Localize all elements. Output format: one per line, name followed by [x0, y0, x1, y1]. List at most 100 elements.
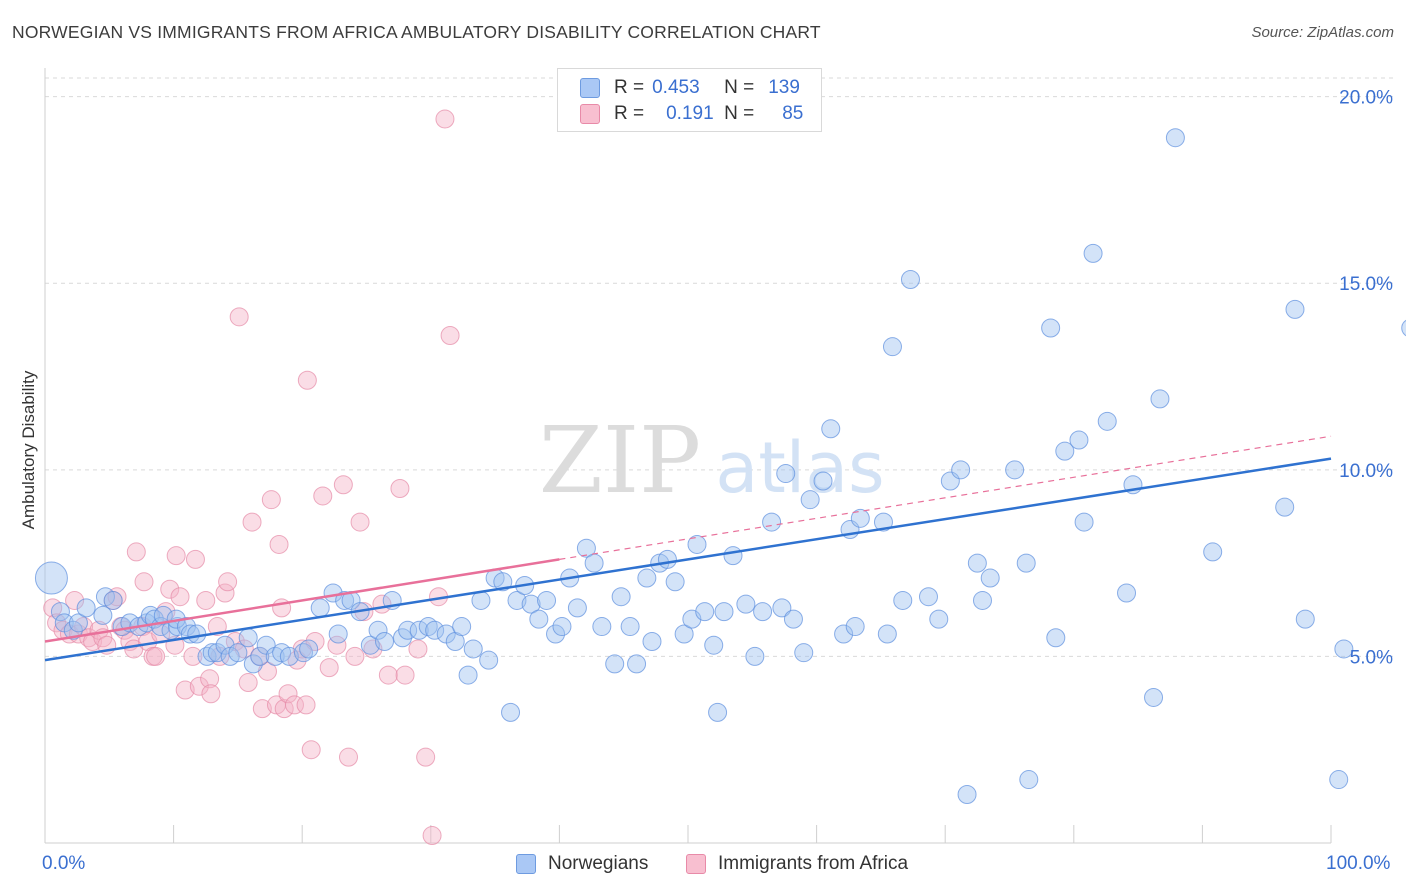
legend-swatch-blue — [580, 78, 600, 98]
norwegian-point — [845, 617, 865, 637]
immigrant-point — [252, 699, 272, 719]
norwegian-point — [279, 646, 299, 666]
legend-item-immigrants[interactable]: Immigrants from Africa — [686, 852, 908, 876]
y-tick-label: 20.0% — [1339, 88, 1393, 109]
norwegian-point — [736, 594, 756, 614]
norwegian-point — [980, 568, 1000, 588]
norwegian-point — [335, 590, 355, 610]
immigrant-point — [201, 684, 221, 704]
immigrants-points — [43, 109, 460, 846]
watermark-atlas: atlas — [715, 427, 884, 509]
norwegian-point — [93, 605, 113, 625]
norwegian-points — [34, 128, 1406, 804]
norwegian-point — [1069, 430, 1089, 450]
norwegian-point — [1041, 318, 1061, 338]
immigrant-point — [435, 109, 455, 129]
r-value: 0.453 — [652, 77, 700, 98]
y-tick-labels: 5.0% 10.0% 15.0% 20.0% — [1339, 88, 1393, 669]
norwegian-point — [723, 546, 743, 566]
norwegian-point — [834, 624, 854, 644]
immigrant-point — [229, 307, 249, 327]
immigrant-point — [146, 646, 166, 666]
norwegian-point — [637, 568, 657, 588]
legend-swatch-blue — [516, 854, 536, 874]
norwegian-point — [50, 602, 70, 622]
norwegian-point — [425, 620, 445, 640]
norwegian-point — [1005, 460, 1025, 480]
norwegian-point — [1203, 542, 1223, 562]
immigrant-point — [242, 512, 262, 532]
immigrant-point — [166, 546, 186, 566]
legend-item-norwegians[interactable]: Norwegians — [516, 852, 648, 876]
legend-swatch-pink — [686, 854, 706, 874]
norwegian-point — [951, 460, 971, 480]
immigrant-point — [296, 695, 316, 715]
r-value: 0.191 — [666, 103, 714, 124]
norwegian-point — [967, 553, 987, 573]
norwegian-point — [328, 624, 348, 644]
norwegian-point — [1074, 512, 1094, 532]
immigrant-point — [183, 646, 203, 666]
norwegian-point — [1016, 553, 1036, 573]
r-label: R = — [614, 77, 645, 98]
norwegian-point — [265, 646, 285, 666]
norwegian-point — [745, 646, 765, 666]
norwegian-point — [1285, 299, 1305, 319]
norwegian-point — [1165, 128, 1185, 148]
norwegian-point — [243, 654, 263, 674]
norwegian-point — [762, 512, 782, 532]
norwegian-point — [813, 471, 833, 491]
norwegian-point — [882, 337, 902, 357]
immigrant-point — [160, 579, 180, 599]
norwegian-point — [507, 590, 527, 610]
norwegian-point — [893, 590, 913, 610]
immigrant-point — [395, 665, 415, 685]
norwegian-point — [546, 624, 566, 644]
norwegian-point — [642, 631, 662, 651]
norwegian-point — [783, 609, 803, 629]
norwegian-point — [1144, 687, 1164, 707]
norwegian-point — [238, 628, 258, 648]
legend-label-norwegians: Norwegians — [548, 853, 649, 874]
norwegian-point — [250, 646, 270, 666]
immigrant-point — [107, 587, 127, 607]
norwegian-point — [584, 553, 604, 573]
norwegian-point — [1295, 609, 1315, 629]
norwegian-point — [458, 665, 478, 685]
norwegian-point — [537, 590, 557, 610]
norwegian-point — [452, 617, 472, 637]
norwegian-point — [605, 654, 625, 674]
norwegian-point — [552, 617, 572, 637]
y-axis-label-wrap: Ambulatory Disability — [14, 300, 44, 600]
immigrant-point — [65, 590, 85, 610]
norwegian-point — [501, 702, 521, 722]
legend-row-immigrants: R = 0.191 N = 85 — [580, 102, 803, 126]
norwegian-point — [360, 635, 380, 655]
norwegian-point — [918, 587, 938, 607]
immigrant-point — [313, 486, 333, 506]
legend-row-norwegians: R = 0.453 N = 139 — [580, 76, 800, 100]
norwegian-point — [68, 613, 88, 633]
immigrant-point — [238, 673, 258, 693]
immigrant-point — [345, 646, 365, 666]
n-value: 139 — [768, 77, 800, 98]
norwegian-point — [1083, 243, 1103, 263]
immigrant-point — [185, 549, 205, 569]
norwegian-point — [776, 464, 796, 484]
norwegian-point — [471, 590, 491, 610]
immigrant-point — [440, 325, 460, 345]
norwegian-point — [753, 602, 773, 622]
norwegian-point — [800, 490, 820, 510]
n-value: 85 — [782, 103, 804, 124]
watermark-zip: ZIP — [539, 407, 701, 514]
immigrant-point — [297, 370, 317, 390]
immigrant-point — [269, 534, 289, 554]
norwegian-point — [611, 587, 631, 607]
y-tick-label: 15.0% — [1339, 274, 1393, 295]
norwegian-point — [794, 643, 814, 663]
x-tick-label-min: 0.0% — [42, 853, 86, 874]
norwegian-point — [877, 624, 897, 644]
immigrant-point — [363, 639, 383, 659]
norwegian-point — [153, 605, 173, 625]
